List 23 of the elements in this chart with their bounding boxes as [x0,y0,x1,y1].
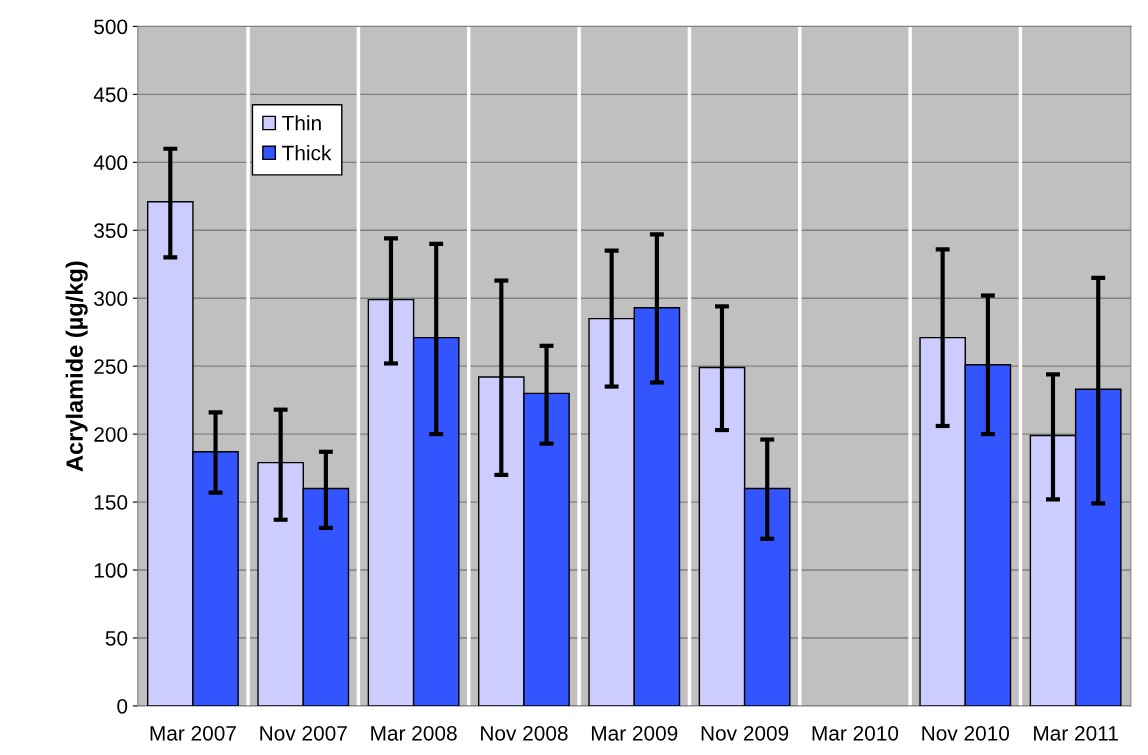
y-tick-label: 250 [94,359,128,374]
y-tick-label: 100 [94,563,128,578]
y-tick-label: 400 [93,155,128,171]
y-tick-label: 200 [94,427,128,442]
x-tick-label: Mar 2007 [150,725,236,741]
x-tick-label: Nov 2009 [701,725,789,741]
y-tick-label: 350 [94,223,128,239]
y-tick-label: 0 [117,698,128,714]
x-tick-label: Nov 2007 [260,725,347,741]
y-tick-label: 300 [94,291,128,306]
legend-label: Thick [282,145,332,161]
y-tick-label: 50 [105,630,128,646]
x-tick-label: Mar 2008 [371,725,457,741]
y-tick-label: 500 [94,19,128,35]
x-tick-label: Mar 2011 [1034,725,1118,741]
x-tick-label: Mar 2009 [591,725,678,741]
legend-label: Thin [282,115,321,131]
x-tick-label: Nov 2010 [922,725,1010,741]
x-tick-label: Nov 2008 [481,725,568,741]
x-tick-label: Mar 2010 [812,725,899,741]
y-tick-label: 450 [93,87,128,103]
y-axis-title: Acrylamide (µg/kg) [65,261,88,472]
y-tick-label: 150 [94,495,128,510]
